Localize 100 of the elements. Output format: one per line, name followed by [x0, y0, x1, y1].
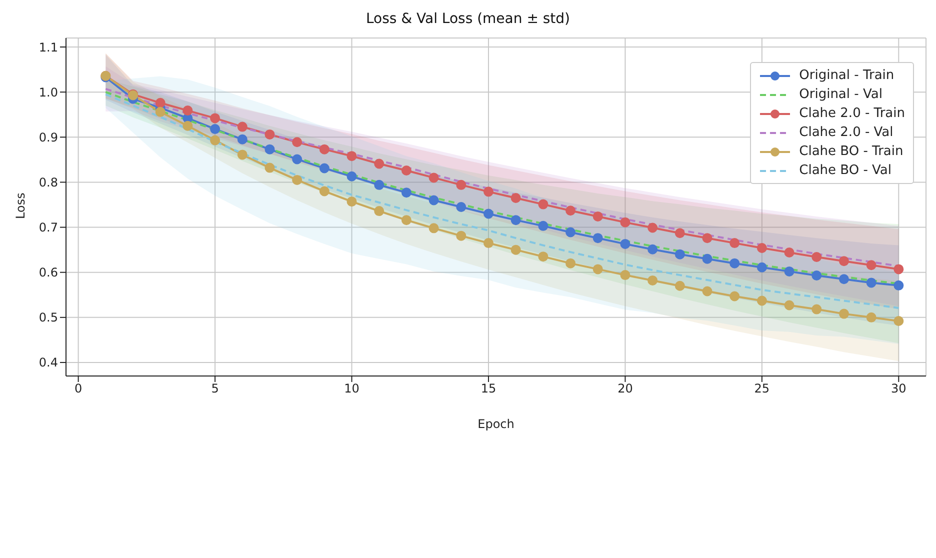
x-tick-label: 10 — [344, 382, 360, 396]
point — [319, 186, 330, 196]
point — [401, 215, 412, 226]
point — [401, 165, 412, 176]
point — [456, 202, 466, 212]
point — [702, 254, 712, 264]
point — [866, 278, 876, 288]
y-tick-label: 0.9 — [38, 130, 58, 144]
legend-label: Original - Val — [799, 87, 882, 102]
legend-label: Original - Train — [799, 68, 894, 83]
point — [566, 206, 576, 216]
point — [620, 270, 630, 280]
point — [510, 244, 521, 255]
point — [292, 137, 302, 148]
point — [784, 248, 794, 258]
y-tick-label: 0.7 — [38, 220, 58, 235]
legend-label: Clahe BO - Val — [799, 163, 892, 178]
x-tick-label: 15 — [480, 382, 496, 396]
point — [428, 223, 439, 234]
point — [456, 230, 466, 241]
point — [756, 243, 767, 254]
point — [756, 296, 767, 306]
point — [648, 244, 658, 254]
y-tick-label: 1.0 — [38, 85, 58, 100]
x-tick-label: 20 — [618, 382, 633, 396]
point — [702, 233, 712, 244]
x-axis-title: Epoch — [478, 417, 514, 431]
point — [319, 144, 330, 154]
point — [648, 222, 658, 233]
point — [428, 172, 439, 183]
point — [292, 174, 302, 185]
point — [674, 280, 685, 291]
point — [483, 238, 494, 248]
point — [319, 163, 330, 174]
point — [838, 256, 849, 266]
y-tick-label: 0.5 — [38, 310, 58, 325]
point — [210, 124, 220, 134]
point — [346, 151, 357, 162]
point — [264, 129, 275, 140]
point — [374, 180, 384, 190]
point — [866, 260, 876, 270]
point — [510, 192, 521, 203]
point — [456, 180, 466, 190]
point — [620, 217, 630, 228]
point — [812, 304, 822, 314]
point — [784, 266, 794, 276]
point — [346, 171, 357, 182]
point — [812, 270, 822, 280]
point — [838, 308, 849, 319]
y-tick-label: 0.8 — [38, 175, 58, 190]
x-tick-label: 25 — [754, 382, 770, 396]
point — [428, 195, 439, 206]
point — [894, 264, 904, 274]
point — [210, 135, 220, 146]
point — [483, 208, 494, 219]
legend-label: Clahe 2.0 - Val — [799, 125, 894, 140]
point — [237, 150, 248, 160]
y-axis-title: Loss — [13, 192, 28, 219]
point — [237, 122, 248, 132]
point — [894, 316, 904, 326]
point — [592, 233, 603, 244]
point — [264, 162, 275, 173]
point — [784, 300, 794, 310]
x-tick-label: 30 — [891, 382, 906, 396]
point — [401, 188, 412, 198]
point — [592, 211, 603, 222]
point — [374, 206, 384, 216]
y-tick-label: 1.1 — [38, 40, 58, 54]
point — [648, 275, 658, 286]
point — [730, 258, 740, 268]
point — [894, 280, 904, 290]
point — [292, 154, 302, 164]
point — [566, 227, 576, 238]
x-tick-label: 0 — [74, 382, 82, 396]
y-tick-label: 0.4 — [38, 356, 58, 370]
point — [155, 98, 166, 108]
x-tick-label: 5 — [211, 382, 219, 396]
point — [538, 252, 548, 262]
chart-title: Loss & Val Loss (mean ± std) — [364, 10, 572, 29]
point — [674, 228, 685, 238]
legend-label: Clahe 2.0 - Train — [799, 106, 905, 121]
point — [866, 312, 876, 322]
point — [483, 186, 494, 197]
point — [155, 106, 166, 117]
point — [210, 113, 220, 124]
point — [566, 258, 576, 268]
legend-label: Clahe BO - Train — [799, 144, 904, 159]
point — [182, 120, 193, 131]
point — [237, 134, 248, 144]
point — [702, 286, 712, 296]
point — [756, 262, 767, 272]
point — [510, 215, 521, 226]
point — [264, 144, 275, 154]
point — [538, 220, 548, 231]
point — [620, 238, 630, 249]
point — [182, 106, 193, 116]
point — [674, 249, 685, 260]
point — [730, 238, 740, 248]
y-tick-label: 0.6 — [38, 266, 58, 280]
point — [374, 158, 384, 169]
